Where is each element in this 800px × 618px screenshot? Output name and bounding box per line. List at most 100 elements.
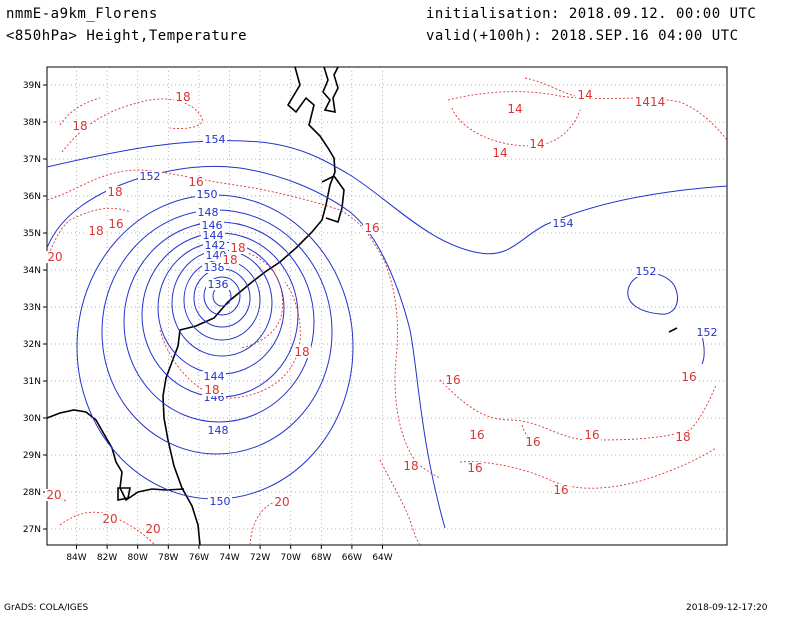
temperature-label: 16	[553, 483, 568, 497]
label-bg	[46, 251, 64, 263]
lon-tick-label: 74W	[219, 553, 239, 563]
height-label: 138	[204, 261, 225, 274]
lon-tick-label: 68W	[311, 553, 331, 563]
lon-tick-label: 70W	[281, 553, 301, 563]
lat-tick-label: 29N	[23, 451, 41, 461]
height-label: 148	[208, 424, 229, 437]
field-title: <850hPa> Height,Temperature	[6, 28, 248, 44]
model-title: nmmE-a9km_Florens	[6, 6, 158, 22]
label-bg	[107, 218, 125, 230]
temperature-label: 16	[445, 373, 460, 387]
lon-tick-label: 66W	[342, 553, 362, 563]
label-bg	[468, 429, 486, 441]
temperature-label: 18	[675, 430, 690, 444]
lon-tick-label: 84W	[66, 553, 86, 563]
temperature-label: 20	[274, 495, 289, 509]
temperature-label: 14	[492, 146, 507, 160]
label-bg	[695, 327, 719, 338]
label-bg	[202, 262, 226, 273]
graticule-grid	[47, 67, 727, 545]
temperature-label: 18	[222, 253, 237, 267]
label-bg	[203, 240, 227, 251]
temperature-label: 16	[469, 428, 484, 442]
label-bg	[576, 89, 594, 101]
height-label: 150	[197, 188, 218, 201]
lat-tick-label: 28N	[23, 488, 41, 498]
temperature-label: 16	[467, 461, 482, 475]
label-bg	[229, 242, 247, 254]
temperature-label: 20	[47, 250, 62, 264]
label-bg	[466, 462, 484, 474]
temperature-label: 16	[681, 370, 696, 384]
lat-tick-label: 34N	[23, 266, 41, 276]
lat-tick-label: 37N	[23, 155, 41, 165]
label-bg	[206, 425, 230, 436]
height-contour-labels: 1541521501481461441421401381361441461481…	[138, 133, 719, 508]
height-label: 152	[636, 265, 657, 278]
lon-tick-label: 72W	[250, 553, 270, 563]
height-contours	[46, 140, 728, 529]
temperature-label: 20	[145, 522, 160, 536]
height-label: 152	[140, 170, 161, 183]
label-bg	[221, 254, 239, 266]
label-bg	[101, 513, 119, 525]
label-bg	[293, 346, 311, 358]
label-bg	[174, 91, 192, 103]
label-bg	[634, 96, 666, 108]
height-label: 154	[553, 217, 574, 230]
temperature-label: 18	[72, 119, 87, 133]
label-bg	[106, 186, 124, 198]
lon-tick-label: 78W	[158, 553, 178, 563]
temperature-label: 16	[584, 428, 599, 442]
label-bg	[583, 429, 601, 441]
temperature-label: 18	[230, 241, 245, 255]
init-time: initialisation: 2018.09.12. 00:00 UTC	[426, 6, 757, 22]
temperature-label: 20	[46, 488, 61, 502]
label-bg	[45, 489, 63, 501]
label-bg	[206, 279, 230, 290]
temperature-label: 14	[529, 137, 544, 151]
temperature-label: 18	[175, 90, 190, 104]
label-bg	[674, 431, 692, 443]
temperature-contours	[46, 77, 728, 546]
height-label: 136	[208, 278, 229, 291]
lon-tick-label: 80W	[128, 553, 148, 563]
lat-tick-label: 31N	[23, 377, 41, 387]
height-label: 144	[204, 370, 225, 383]
height-label: 146	[202, 219, 223, 232]
temperature-label: 14	[507, 102, 522, 116]
label-bg	[71, 120, 89, 132]
temperature-label: 16	[364, 221, 379, 235]
lon-tick-label: 64W	[372, 553, 392, 563]
lat-tick-label: 36N	[23, 192, 41, 202]
label-bg	[196, 207, 220, 218]
label-bg	[506, 103, 524, 115]
label-bg	[524, 436, 542, 448]
map-frame	[46, 66, 728, 546]
lat-tick-label: 39N	[23, 81, 41, 91]
lat-tick-label: 30N	[23, 414, 41, 424]
label-bg	[187, 176, 205, 188]
temperature-label: 18	[204, 383, 219, 397]
axis-ticks: 84W 82W 80W 78W 76W 74W 72W 70W 68W 66W 64W 39N 38N 3…	[23, 81, 393, 563]
temperature-label: 16	[525, 435, 540, 449]
footer-credit: GrADS: COLA/IGES	[4, 603, 89, 613]
height-label: 150	[210, 495, 231, 508]
label-bg	[444, 374, 462, 386]
label-bg	[87, 225, 105, 237]
temperature-label: 18	[294, 345, 309, 359]
height-label: 142	[205, 239, 226, 252]
label-bg	[201, 230, 225, 241]
lat-tick-label: 27N	[23, 525, 41, 535]
lat-tick-label: 35N	[23, 229, 41, 239]
label-bg	[203, 384, 221, 396]
coastline	[46, 66, 678, 546]
label-bg	[273, 496, 291, 508]
temperature-label: 1414	[635, 95, 666, 109]
label-bg	[363, 222, 381, 234]
lat-tick-label: 33N	[23, 303, 41, 313]
valid-time: valid(+100h): 2018.SEP.16 04:00 UTC	[426, 28, 739, 44]
temperature-label: 18	[107, 185, 122, 199]
label-bg	[402, 460, 420, 472]
